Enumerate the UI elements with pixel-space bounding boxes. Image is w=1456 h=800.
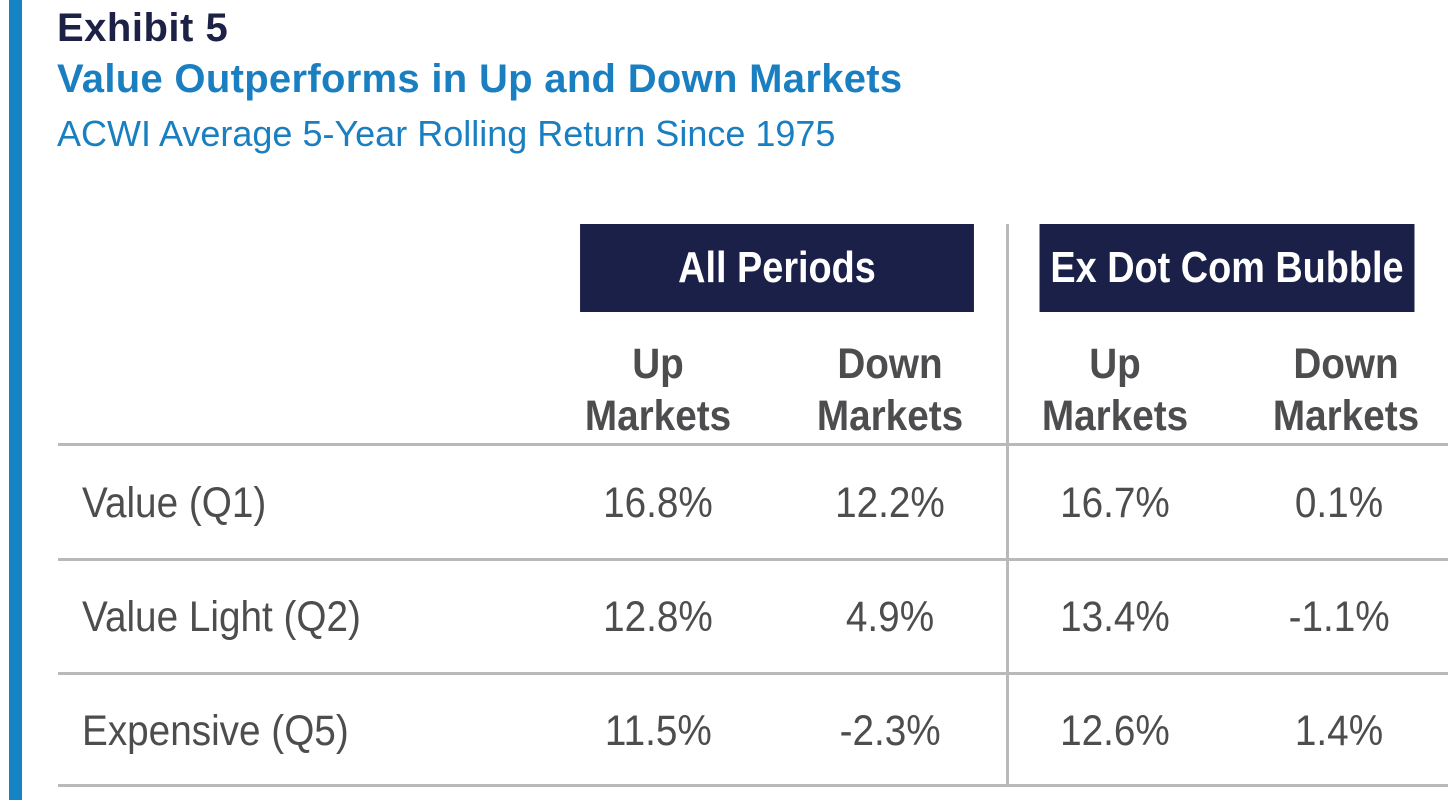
- column-header-exdot-down: Down Markets: [1231, 338, 1456, 442]
- chart-title: Value Outperforms in Up and Down Markets: [57, 57, 903, 101]
- row-divider: [58, 672, 1448, 675]
- column-header-line2: Markets: [1041, 392, 1189, 440]
- header-rule: [58, 443, 1448, 446]
- row-label-value-light-q2: Value Light (Q2): [82, 593, 361, 641]
- column-header-exdot-up: Up Markets: [1000, 338, 1230, 442]
- cell-value: 4.9%: [845, 593, 935, 641]
- chart-subtitle: ACWI Average 5-Year Rolling Return Since…: [57, 113, 836, 154]
- cell-value: 0.1%: [1294, 479, 1384, 527]
- column-header-line1: Up: [632, 340, 684, 388]
- row-divider: [58, 558, 1448, 561]
- group-header-label: All Periods: [678, 243, 876, 292]
- exhibit-label: Exhibit 5: [57, 6, 229, 50]
- table-cell: 16.8%: [543, 447, 773, 559]
- cell-value: 16.7%: [1060, 479, 1170, 527]
- cell-value: -1.1%: [1288, 593, 1390, 641]
- column-header-line2: Markets: [1272, 392, 1420, 440]
- group-header-label: Ex Dot Com Bubble: [1050, 243, 1404, 292]
- column-header-line2: Markets: [816, 392, 964, 440]
- column-header-all-up: Up Markets: [543, 338, 773, 442]
- cell-value: 13.4%: [1060, 593, 1170, 641]
- table-cell: 13.4%: [1000, 561, 1230, 673]
- table-cell: 12.8%: [543, 561, 773, 673]
- accent-bar: [9, 0, 22, 800]
- table-cell: 11.5%: [543, 675, 773, 787]
- cell-value: 1.4%: [1294, 707, 1384, 755]
- group-header-ex-dot-com-bubble: Ex Dot Com Bubble: [1039, 224, 1415, 312]
- column-header-line1: Down: [837, 340, 943, 388]
- row-label-value-q1: Value (Q1): [82, 479, 267, 527]
- table-cell: 12.2%: [775, 447, 1005, 559]
- cell-value: 12.8%: [603, 593, 713, 641]
- cell-value: 12.6%: [1060, 707, 1170, 755]
- cell-value: 12.2%: [835, 479, 945, 527]
- table-cell: 1.4%: [1224, 675, 1454, 787]
- cell-value: -2.3%: [839, 707, 941, 755]
- column-header-line1: Down: [1293, 340, 1399, 388]
- group-header-all-periods: All Periods: [580, 224, 974, 312]
- cell-value: 11.5%: [604, 707, 712, 755]
- column-header-line1: Up: [1089, 340, 1141, 388]
- table-cell: 12.6%: [1000, 675, 1230, 787]
- table-bottom-rule: [58, 784, 1448, 787]
- group-divider: [1006, 224, 1009, 786]
- row-label-expensive-q5: Expensive (Q5): [82, 707, 349, 755]
- cell-value: 16.8%: [603, 479, 713, 527]
- column-header-all-down: Down Markets: [775, 338, 1005, 442]
- column-header-line2: Markets: [584, 392, 732, 440]
- table-cell: -2.3%: [775, 675, 1005, 787]
- table-cell: -1.1%: [1224, 561, 1454, 673]
- table-cell: 4.9%: [775, 561, 1005, 673]
- table-cell: 16.7%: [1000, 447, 1230, 559]
- table-cell: 0.1%: [1224, 447, 1454, 559]
